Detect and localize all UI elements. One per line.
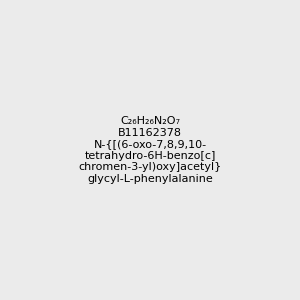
Text: C₂₆H₂₆N₂O₇
B11162378
N-{[(6-oxo-7,8,9,10-
tetrahydro-6H-benzo[c]
chromen-3-yl)ox: C₂₆H₂₆N₂O₇ B11162378 N-{[(6-oxo-7,8,9,10… (78, 116, 222, 184)
